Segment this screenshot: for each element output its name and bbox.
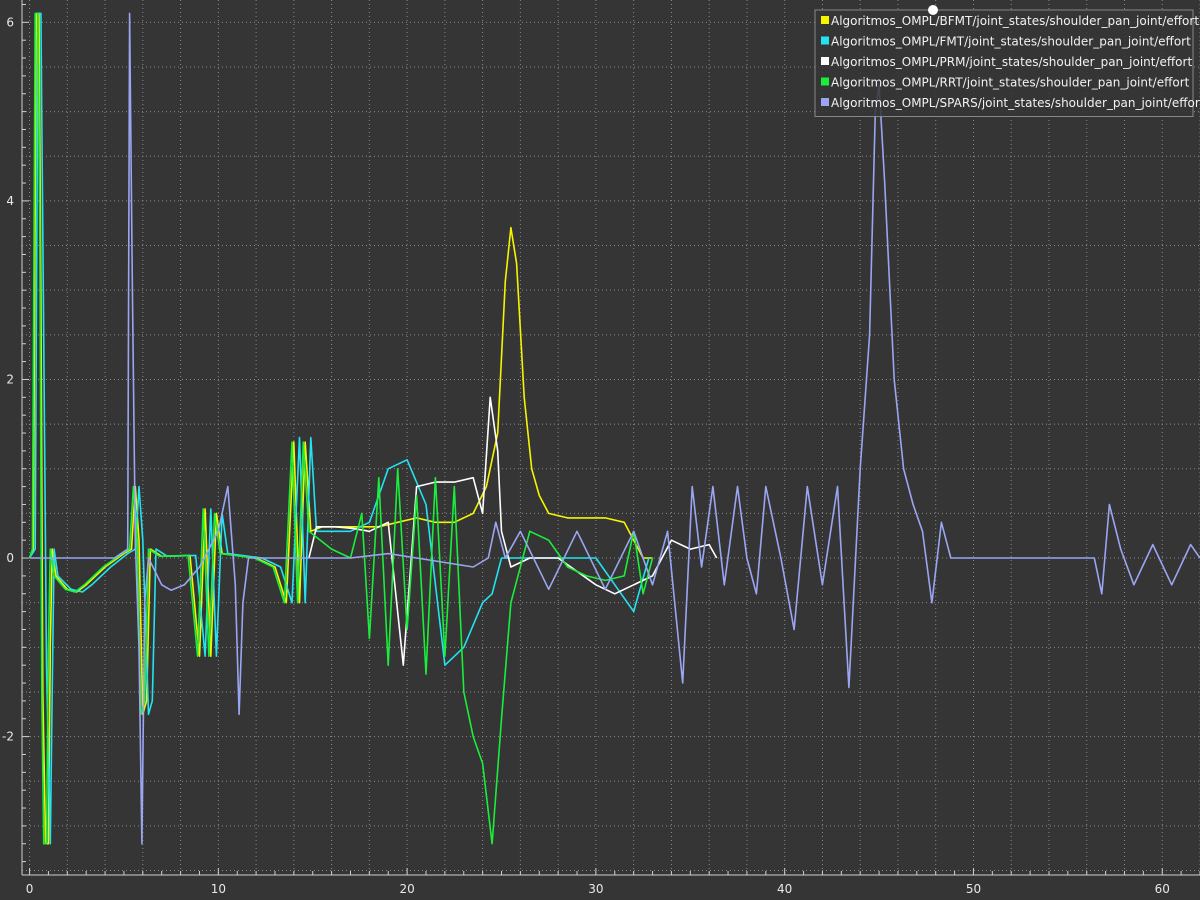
legend-box bbox=[814, 9, 1194, 117]
legend-swatch bbox=[821, 98, 829, 106]
x-tick-label: 50 bbox=[966, 882, 981, 896]
grid bbox=[22, 0, 1200, 875]
series-line-2 bbox=[28, 12, 650, 845]
legend-entry-label[interactable]: Algoritmos_OMPL/FMT/joint_states/shoulde… bbox=[831, 35, 1191, 49]
y-tick-label: 0 bbox=[6, 551, 14, 565]
x-tick-label: 40 bbox=[777, 882, 792, 896]
x-tick-label: 10 bbox=[211, 882, 226, 896]
legend-swatch bbox=[821, 57, 829, 65]
legend-drag-handle[interactable] bbox=[928, 5, 938, 15]
legend-entry-label[interactable]: Algoritmos_OMPL/RRT/joint_states/shoulde… bbox=[831, 76, 1190, 90]
legend-swatch bbox=[821, 77, 829, 86]
series-line-5 bbox=[29, 12, 1200, 845]
series-line-4 bbox=[28, 12, 654, 845]
legend-entry-label[interactable]: Algoritmos_OMPL/PRM/joint_states/shoulde… bbox=[831, 55, 1192, 69]
y-tick-label: -2 bbox=[2, 730, 14, 744]
legend-entry-label[interactable]: Algoritmos_OMPL/BFMT/joint_states/should… bbox=[831, 14, 1199, 28]
legend-swatch bbox=[821, 16, 829, 24]
x-tick-label: 60 bbox=[1155, 882, 1170, 896]
x-tick-label: 30 bbox=[588, 882, 603, 896]
legend-swatch bbox=[821, 36, 829, 45]
x-tick-label: 20 bbox=[399, 882, 414, 896]
y-tick-label: 2 bbox=[6, 372, 14, 386]
series-line-1 bbox=[28, 12, 653, 845]
legend[interactable]: Algoritmos_OMPL/BFMT/joint_states/should… bbox=[814, 5, 1200, 117]
y-tick-label: 4 bbox=[6, 194, 14, 208]
y-tick-label: 6 bbox=[6, 15, 14, 29]
legend-entry-label[interactable]: Algoritmos_OMPL/SPARS/joint_states/shoul… bbox=[831, 96, 1200, 110]
series-group bbox=[28, 12, 1200, 845]
x-tick-label: 0 bbox=[26, 882, 34, 896]
